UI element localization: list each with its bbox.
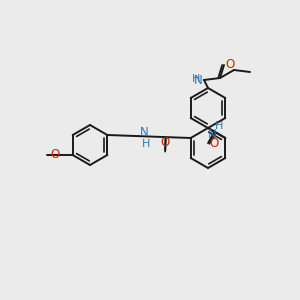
Text: H: H [214,121,223,131]
Text: N: N [140,126,149,139]
Text: O: O [210,136,219,150]
Text: O: O [160,136,170,148]
Text: O: O [50,148,60,160]
Text: H: H [142,139,150,149]
Text: N: N [208,128,217,141]
Text: N: N [194,74,203,88]
Text: H: H [192,74,200,84]
Text: O: O [226,58,235,71]
